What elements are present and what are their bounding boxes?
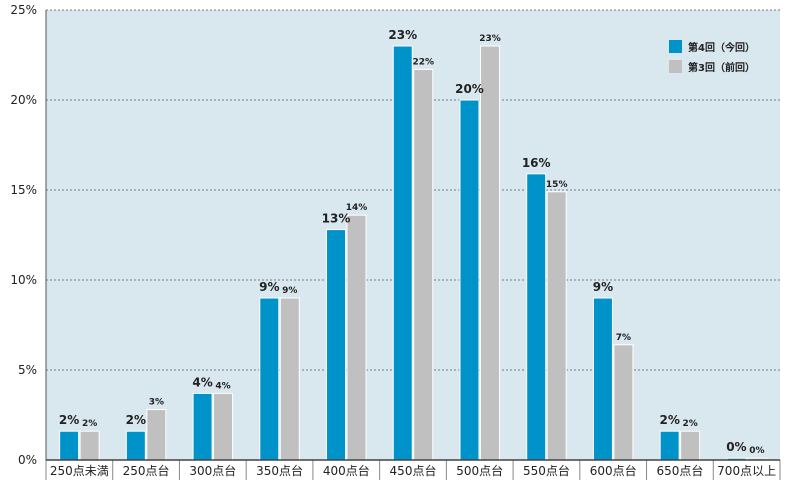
bar-label-previous: 2% xyxy=(82,419,97,429)
bar-current xyxy=(259,297,280,461)
x-tick-label: 400点台 xyxy=(323,463,370,478)
bar-label-previous: 0% xyxy=(749,446,764,456)
bar-label-previous: 4% xyxy=(215,381,230,391)
bar-label-current: 2% xyxy=(659,413,679,427)
bar-current xyxy=(192,392,213,461)
x-tick-label: 250点未満 xyxy=(50,464,109,478)
bar-previous xyxy=(213,392,234,461)
bar-label-current: 9% xyxy=(259,280,279,294)
y-tick-label: 25% xyxy=(10,3,37,17)
bar-current xyxy=(125,430,146,461)
bar-label-current: 9% xyxy=(593,280,613,294)
x-tick-label: 350点台 xyxy=(256,463,303,478)
bar-previous xyxy=(146,409,167,461)
x-tick-label: 650点台 xyxy=(656,463,703,478)
y-tick-label: 20% xyxy=(10,93,37,107)
legend-label-previous: 第3回（前回） xyxy=(688,61,755,74)
x-tick-label: 250点台 xyxy=(123,463,170,478)
bar-label-current: 2% xyxy=(59,413,79,427)
legend-swatch-previous xyxy=(669,60,682,73)
bar-previous xyxy=(413,68,434,461)
bar-label-current: 20% xyxy=(455,82,484,96)
bar-previous xyxy=(479,45,500,461)
bar-current xyxy=(459,99,480,461)
bar-label-previous: 15% xyxy=(546,180,568,190)
bar-previous xyxy=(613,344,634,461)
legend-label-current: 第4回（今回） xyxy=(688,41,755,54)
y-tick-label: 5% xyxy=(18,363,37,377)
bar-label-current: 23% xyxy=(388,28,417,42)
bar-label-current: 0% xyxy=(726,440,746,454)
bar-label-previous: 7% xyxy=(616,333,631,343)
bar-current xyxy=(392,45,413,461)
bar-label-previous: 22% xyxy=(412,57,434,67)
bar-label-previous: 9% xyxy=(282,286,297,296)
y-tick-label: 10% xyxy=(10,273,37,287)
bar-previous xyxy=(279,297,300,461)
bar-current xyxy=(326,229,347,461)
bar-current xyxy=(526,173,547,461)
bars xyxy=(59,45,767,461)
x-tick-label: 300点台 xyxy=(189,463,236,478)
x-axis: 250点未満 250点台 300点台 350点台 400点台 450点台 500点台 550点… xyxy=(45,459,781,480)
y-axis: 0% 5% 10% 15% 20% 25% xyxy=(10,3,47,467)
x-tick-label: 450点台 xyxy=(390,463,437,478)
bar-previous xyxy=(546,191,567,461)
x-tick-label: 600点台 xyxy=(590,463,637,478)
bar-current xyxy=(59,430,80,461)
legend-swatch-current xyxy=(669,40,682,53)
bar-label-previous: 3% xyxy=(149,398,164,408)
bar-previous xyxy=(680,430,701,461)
x-tick-label: 550点台 xyxy=(523,463,570,478)
bar-label-previous: 23% xyxy=(479,34,501,44)
bar-label-current: 2% xyxy=(126,413,146,427)
bar-previous xyxy=(79,430,100,461)
bar-label-previous: 2% xyxy=(683,419,698,429)
plot-area xyxy=(46,10,780,460)
bar-current xyxy=(592,297,613,461)
bar-labels: 2% 2% 2%3%4% 4%9% 9%13%14%23%22%20%23%16%15%… xyxy=(59,28,765,456)
legend: 第4回（今回） 第3回（前回） xyxy=(669,40,755,74)
bar-label-current: 13% xyxy=(322,212,351,226)
y-tick-label: 0% xyxy=(18,453,37,467)
bar-previous xyxy=(346,214,367,461)
x-tick-label: 500点台 xyxy=(456,463,503,478)
bar-current xyxy=(659,430,680,461)
y-tick-label: 15% xyxy=(10,183,37,197)
bar-label-current: 16% xyxy=(522,156,551,170)
bar-label-previous: 14% xyxy=(346,203,368,213)
bar-label-current: 4% xyxy=(192,375,212,389)
x-tick-label: 700点以上 xyxy=(717,464,776,478)
